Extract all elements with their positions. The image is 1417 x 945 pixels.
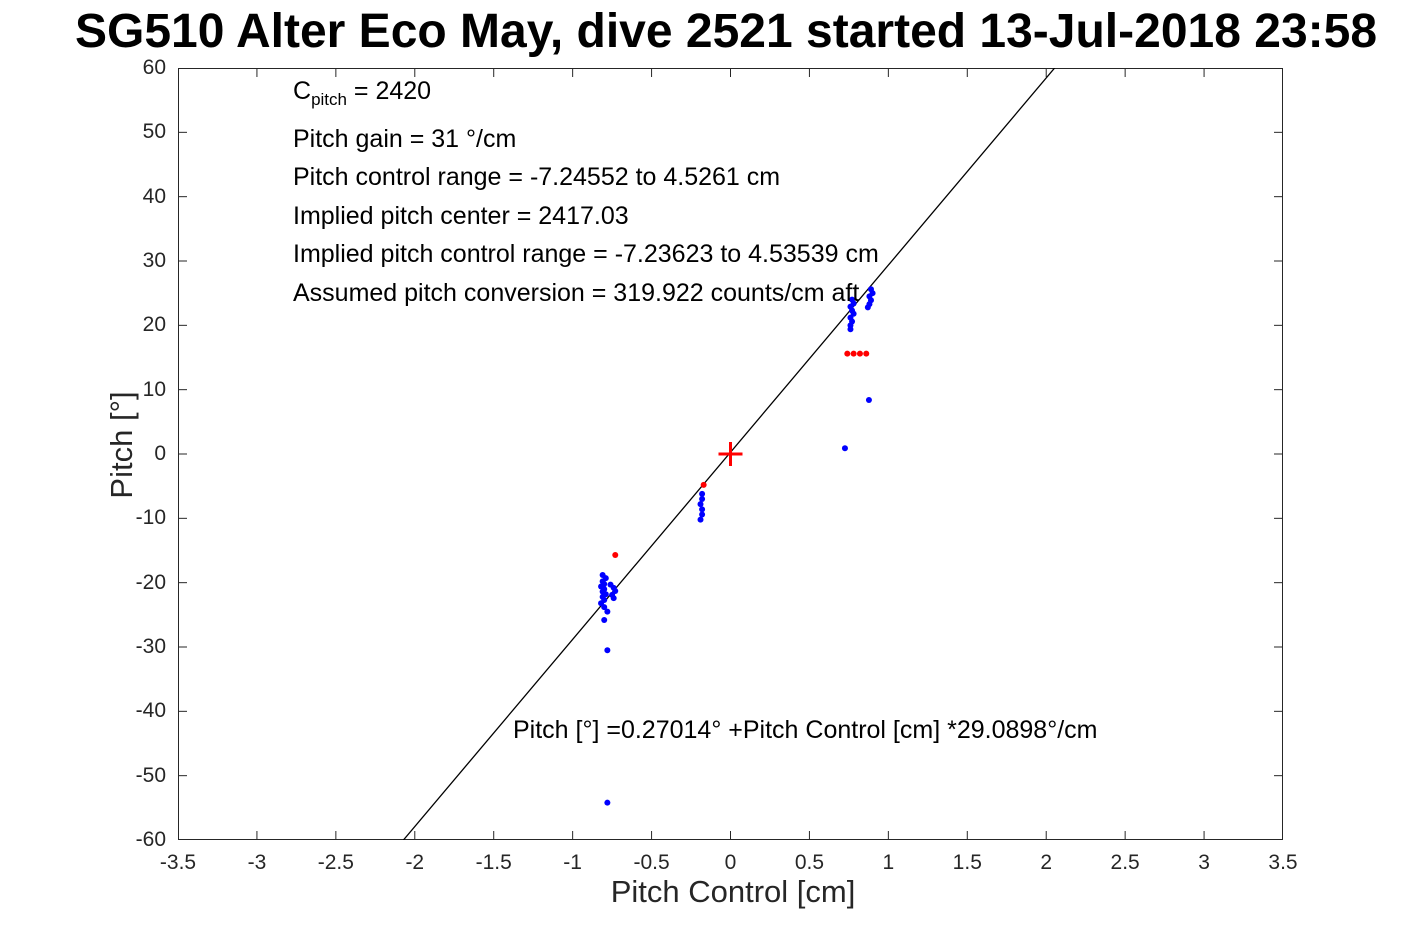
flagged-pitch-point bbox=[700, 481, 707, 488]
y-tick-label: -40 bbox=[135, 699, 166, 723]
annotation-block: Cpitch = 2420 Pitch gain = 31 °/cm Pitch… bbox=[293, 72, 879, 312]
x-tick-label: -1 bbox=[563, 851, 582, 874]
flagged-pitch-point bbox=[863, 350, 870, 357]
observed-pitch-point bbox=[601, 616, 608, 623]
flagged-pitch-point bbox=[844, 350, 851, 357]
x-tick-label: -2.5 bbox=[317, 851, 354, 874]
y-tick-label: 40 bbox=[142, 184, 166, 208]
y-tick-label: 50 bbox=[142, 120, 166, 144]
flagged-pitch-point bbox=[850, 350, 857, 357]
annotation-pitch-gain: Pitch gain = 31 °/cm bbox=[293, 124, 517, 153]
observed-pitch-point bbox=[699, 506, 706, 513]
observed-pitch-point bbox=[610, 595, 617, 602]
observed-pitch-point bbox=[699, 511, 706, 518]
y-tick-label: -60 bbox=[135, 828, 166, 851]
annotation-assumed-pitch-conversion: Assumed pitch conversion = 319.922 count… bbox=[293, 278, 860, 307]
x-tick-label: -1.5 bbox=[475, 851, 512, 874]
x-tick-label: 3.5 bbox=[1268, 851, 1298, 874]
observed-pitch-point bbox=[604, 608, 611, 615]
x-tick-label: -0.5 bbox=[633, 851, 670, 874]
observed-pitch-point bbox=[849, 296, 856, 303]
flagged-pitch-point bbox=[612, 552, 619, 559]
y-tick-label: 10 bbox=[142, 377, 166, 401]
c-pitch-subscript: pitch bbox=[311, 90, 347, 109]
c-pitch-symbol: C bbox=[293, 77, 312, 105]
y-tick-label: 30 bbox=[142, 249, 166, 272]
x-tick-label: -2 bbox=[405, 851, 425, 874]
flagged-pitch-point bbox=[856, 350, 863, 357]
annotation-implied-pitch-center: Implied pitch center = 2417.03 bbox=[293, 201, 629, 230]
y-tick-label: -50 bbox=[135, 763, 166, 787]
y-tick-label: 20 bbox=[142, 313, 166, 337]
observed-pitch-point bbox=[865, 396, 872, 403]
annotation-pitch-control-range: Pitch control range = -7.24552 to 4.5261… bbox=[293, 163, 781, 191]
x-tick-label: -3 bbox=[247, 851, 267, 874]
annotation-c-pitch: Cpitch = 2420 bbox=[293, 72, 879, 120]
observed-pitch-point bbox=[697, 516, 704, 523]
plot-canvas bbox=[178, 68, 1283, 840]
c-pitch-value: = 2420 bbox=[346, 77, 432, 105]
observed-pitch-point bbox=[841, 445, 848, 452]
observed-pitch-point bbox=[699, 496, 706, 503]
x-tick-label: 2 bbox=[1040, 851, 1053, 874]
y-tick-label: -10 bbox=[135, 506, 166, 530]
observed-pitch-point bbox=[604, 647, 611, 654]
observed-pitch-point bbox=[604, 799, 611, 806]
x-tick-label: 0.5 bbox=[794, 851, 825, 874]
y-tick-label: -30 bbox=[135, 635, 166, 658]
x-tick-label: 0 bbox=[724, 851, 737, 874]
x-axis-label: Pitch Control [cm] bbox=[610, 874, 856, 909]
observed-pitch-point bbox=[699, 490, 706, 497]
y-tick-label: 60 bbox=[142, 56, 166, 79]
x-tick-label: 2.5 bbox=[1110, 851, 1140, 874]
annotation-implied-pitch-control-range: Implied pitch control range = -7.23623 t… bbox=[293, 240, 879, 268]
x-tick-label: -3.5 bbox=[159, 851, 197, 874]
plot-area: Cpitch = 2420 Pitch gain = 31 °/cm Pitch… bbox=[178, 68, 1283, 840]
observed-pitch-point bbox=[601, 604, 608, 611]
chart-title: SG510 Alter Eco May, dive 2521 started 1… bbox=[74, 5, 1378, 58]
x-tick-label: 1.5 bbox=[952, 851, 982, 874]
x-tick-label: 1 bbox=[882, 851, 895, 874]
observed-pitch-point bbox=[867, 286, 874, 293]
observed-pitch-point bbox=[697, 501, 704, 508]
fit-equation-label: Pitch [°] =0.27014° +Pitch Control [cm] … bbox=[513, 716, 1098, 744]
y-tick-label: -20 bbox=[135, 570, 166, 594]
x-tick-label: 3 bbox=[1198, 851, 1210, 874]
y-tick-label: 0 bbox=[154, 442, 166, 465]
